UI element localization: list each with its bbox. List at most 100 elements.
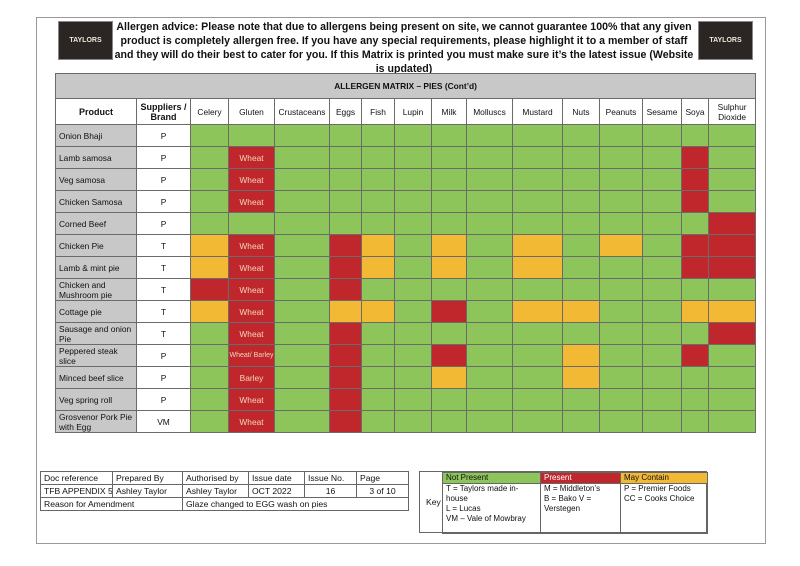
- supplier-code: P: [136, 168, 191, 191]
- supplier-code: P: [136, 388, 191, 411]
- allergen-cell: [274, 190, 330, 213]
- allergen-cell: Wheat: [228, 278, 275, 301]
- allergen-cell: [361, 168, 395, 191]
- allergen-cell: [228, 124, 275, 147]
- allergen-cell: [394, 168, 432, 191]
- table-row: Corned Beef P: [55, 212, 757, 235]
- key-present: Present: [540, 472, 621, 484]
- allergen-cell: [329, 212, 362, 235]
- allergen-cell: [190, 212, 229, 235]
- allergen-cell: [466, 124, 513, 147]
- table-row: Lamb & mint pie T Wheat: [55, 256, 757, 279]
- allergen-cell: [466, 278, 513, 301]
- allergen-cell: [562, 146, 600, 169]
- allergen-cell: [361, 300, 395, 323]
- allergen-cell: [394, 146, 432, 169]
- allergen-cell: Wheat: [228, 146, 275, 169]
- doc-value: OCT 2022: [248, 484, 305, 498]
- allergen-cell: [562, 234, 600, 257]
- allergen-cell: [361, 190, 395, 213]
- header-allergen: Lupin: [394, 98, 432, 125]
- allergen-cell: [466, 168, 513, 191]
- allergen-cell: [642, 168, 682, 191]
- allergen-cell: [681, 278, 709, 301]
- allergen-cell: [394, 322, 432, 345]
- header-allergen: Soya: [681, 98, 709, 125]
- key-label: Key: [426, 497, 441, 507]
- allergen-cell: [681, 300, 709, 323]
- allergen-cell: [681, 234, 709, 257]
- allergen-cell: [361, 146, 395, 169]
- allergen-cell: [394, 366, 432, 389]
- allergen-cell: [361, 388, 395, 411]
- allergen-cell: [431, 278, 467, 301]
- allergen-cell: [681, 146, 709, 169]
- allergen-cell: [512, 388, 563, 411]
- brand-logo-right: TAYLORS: [698, 21, 753, 60]
- allergen-cell: [394, 124, 432, 147]
- allergen-cell: [466, 410, 513, 433]
- key-suppliers-2: M = Middleton’s B = Bako V = Verstegen: [540, 483, 621, 534]
- table-row: Chicken Samosa P Wheat: [55, 190, 757, 213]
- header-allergen: Mustard: [512, 98, 563, 125]
- allergen-cell: [707, 256, 757, 279]
- allergen-cell: [599, 366, 643, 389]
- allergen-cell: [681, 388, 709, 411]
- allergen-cell: [512, 168, 563, 191]
- allergen-cell: [512, 322, 563, 345]
- supplier-code: T: [136, 322, 191, 345]
- allergen-cell: [394, 212, 432, 235]
- allergen-cell: [599, 168, 643, 191]
- allergen-cell: Wheat: [228, 322, 275, 345]
- doc-header: Doc reference: [40, 471, 113, 485]
- supplier-code: P: [136, 146, 191, 169]
- allergen-cell: [512, 124, 563, 147]
- allergen-cell: [431, 322, 467, 345]
- allergen-cell: [431, 146, 467, 169]
- supplier-code: P: [136, 212, 191, 235]
- allergen-cell: [642, 366, 682, 389]
- allergen-cell: [431, 190, 467, 213]
- allergen-cell: [466, 366, 513, 389]
- allergen-cell: [681, 212, 709, 235]
- allergen-cell: [681, 190, 709, 213]
- allergen-cell: [642, 278, 682, 301]
- key-suppliers-1: T = Taylors made in-house L = Lucas VM –…: [442, 483, 541, 534]
- allergen-cell: [707, 366, 757, 389]
- document-info-table: Doc reference Prepared By Authorised by Iss…: [40, 471, 409, 511]
- header-allergen: Milk: [431, 98, 467, 125]
- doc-header: Authorised by: [182, 471, 249, 485]
- supplier-code: P: [136, 124, 191, 147]
- allergen-cell: [190, 344, 229, 367]
- allergen-cell: [274, 300, 330, 323]
- allergen-cell: [228, 212, 275, 235]
- allergen-cell: [329, 344, 362, 367]
- table-row: Sausage and onion Pie T Wheat: [55, 322, 757, 345]
- allergen-cell: [512, 234, 563, 257]
- allergen-cell: [274, 146, 330, 169]
- allergen-cell: [394, 388, 432, 411]
- header-allergen: Sulphur Dioxide: [707, 98, 757, 125]
- product-name: Veg spring roll: [55, 388, 137, 411]
- product-name: Minced beef slice: [55, 366, 137, 389]
- allergen-cell: [190, 300, 229, 323]
- allergen-cell: [599, 410, 643, 433]
- allergen-cell: [707, 234, 757, 257]
- allergen-cell: [431, 256, 467, 279]
- product-name: Chicken and Mushroom pie: [55, 278, 137, 301]
- supplier-code: T: [136, 234, 191, 257]
- allergen-cell: [274, 234, 330, 257]
- product-name: Onion Bhaji: [55, 124, 137, 147]
- allergen-cell: [431, 168, 467, 191]
- allergen-cell: [190, 410, 229, 433]
- allergen-cell: Wheat: [228, 234, 275, 257]
- allergen-cell: Wheat: [228, 388, 275, 411]
- allergen-cell: [707, 124, 757, 147]
- allergen-cell: [642, 190, 682, 213]
- allergen-cell: [274, 388, 330, 411]
- allergen-cell: [466, 146, 513, 169]
- allergen-cell: [681, 322, 709, 345]
- allergen-cell: [329, 300, 362, 323]
- header-allergen: Fish: [361, 98, 395, 125]
- allergen-cell: [599, 388, 643, 411]
